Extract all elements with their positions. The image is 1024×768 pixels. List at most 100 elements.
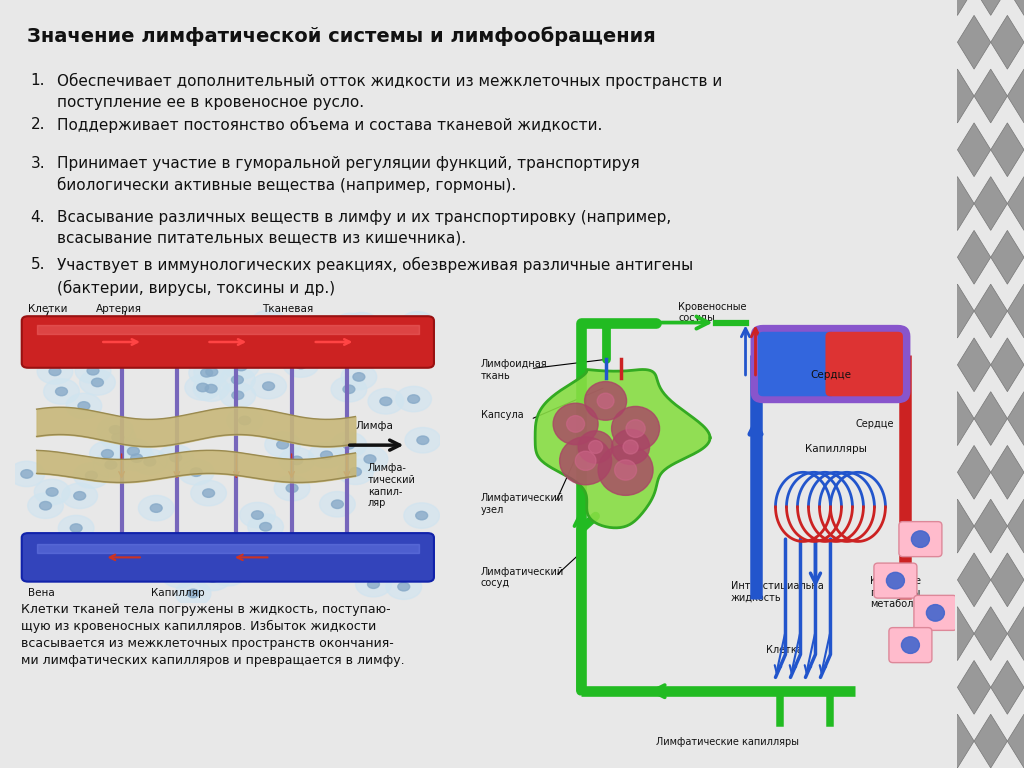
Polygon shape (957, 445, 991, 499)
Polygon shape (974, 69, 1008, 123)
Circle shape (55, 387, 68, 396)
Polygon shape (991, 445, 1024, 499)
FancyBboxPatch shape (913, 595, 956, 631)
Circle shape (887, 572, 904, 589)
Polygon shape (991, 230, 1024, 284)
Polygon shape (941, 392, 974, 445)
Circle shape (194, 359, 229, 385)
Circle shape (274, 475, 310, 501)
Circle shape (112, 433, 124, 442)
Circle shape (156, 342, 191, 368)
FancyBboxPatch shape (22, 316, 434, 368)
Circle shape (406, 428, 440, 453)
Polygon shape (1008, 392, 1024, 445)
Circle shape (205, 385, 217, 393)
Circle shape (248, 514, 284, 539)
Circle shape (579, 431, 613, 463)
Circle shape (91, 378, 103, 387)
Circle shape (219, 367, 255, 392)
Circle shape (100, 425, 135, 450)
Circle shape (239, 416, 251, 425)
Circle shape (352, 446, 388, 472)
Circle shape (71, 524, 82, 532)
Text: 4.: 4. (31, 210, 45, 225)
Text: Лимфа: Лимфа (355, 421, 393, 431)
Circle shape (598, 445, 653, 495)
Circle shape (333, 313, 369, 339)
Polygon shape (1008, 177, 1024, 230)
Circle shape (87, 366, 99, 375)
Polygon shape (941, 714, 974, 768)
Circle shape (236, 362, 247, 371)
Circle shape (119, 445, 155, 471)
Circle shape (287, 551, 299, 560)
Circle shape (389, 551, 400, 560)
Circle shape (614, 460, 637, 480)
Circle shape (349, 544, 385, 569)
Circle shape (78, 402, 90, 410)
Polygon shape (1008, 607, 1024, 660)
Circle shape (611, 429, 649, 465)
Circle shape (93, 452, 129, 478)
Circle shape (222, 569, 234, 578)
Circle shape (58, 515, 94, 541)
Circle shape (353, 372, 365, 381)
Circle shape (283, 352, 318, 377)
Circle shape (262, 382, 274, 390)
Circle shape (344, 322, 356, 330)
FancyBboxPatch shape (758, 332, 836, 396)
Circle shape (203, 489, 215, 498)
Polygon shape (957, 15, 991, 69)
Circle shape (344, 313, 380, 338)
Circle shape (626, 419, 645, 438)
Polygon shape (957, 338, 991, 392)
Circle shape (338, 459, 374, 485)
Circle shape (201, 369, 213, 377)
Text: Артерия: Артерия (96, 304, 142, 314)
Circle shape (195, 565, 230, 591)
Circle shape (231, 376, 244, 384)
Circle shape (251, 373, 287, 399)
Circle shape (105, 461, 117, 469)
Circle shape (135, 330, 147, 339)
Polygon shape (974, 284, 1008, 338)
Circle shape (75, 358, 111, 383)
Circle shape (61, 483, 97, 508)
Circle shape (138, 495, 174, 521)
Polygon shape (991, 123, 1024, 177)
FancyBboxPatch shape (899, 521, 942, 557)
Circle shape (240, 502, 275, 528)
Polygon shape (1008, 499, 1024, 553)
Text: Лимфатический
сосуд: Лимфатический сосуд (480, 567, 564, 588)
Circle shape (355, 571, 391, 597)
Circle shape (74, 492, 86, 500)
Circle shape (321, 451, 333, 459)
Text: Тканевая
жидкость: Тканевая жидкость (262, 304, 316, 326)
Polygon shape (974, 0, 1008, 15)
Polygon shape (941, 177, 974, 230)
Circle shape (364, 455, 376, 463)
Circle shape (49, 367, 61, 376)
Circle shape (286, 484, 298, 492)
Circle shape (276, 440, 289, 449)
Circle shape (343, 441, 354, 449)
Text: Сердце: Сердце (855, 419, 894, 429)
Text: Интерстициальна
жидкость: Интерстициальна жидкость (730, 581, 823, 602)
Text: Принимает участие в гуморальной регуляции функций, транспортируя
биологически ак: Принимает участие в гуморальной регуляци… (57, 156, 640, 193)
Polygon shape (974, 392, 1008, 445)
Text: Лимфоидная
ткань: Лимфоидная ткань (480, 359, 547, 381)
Polygon shape (974, 607, 1008, 660)
Circle shape (127, 447, 139, 455)
Circle shape (263, 319, 274, 327)
Text: Капилляр: Капилляр (152, 588, 205, 598)
Text: 2.: 2. (31, 117, 45, 132)
Polygon shape (957, 230, 991, 284)
Circle shape (35, 339, 46, 349)
Circle shape (911, 531, 930, 548)
Circle shape (89, 441, 125, 467)
Circle shape (170, 453, 181, 462)
Text: Лимфа-
тический
капил-
ляр: Лимфа- тический капил- ляр (368, 463, 416, 508)
Circle shape (220, 382, 256, 408)
Circle shape (403, 503, 439, 528)
Polygon shape (991, 660, 1024, 714)
